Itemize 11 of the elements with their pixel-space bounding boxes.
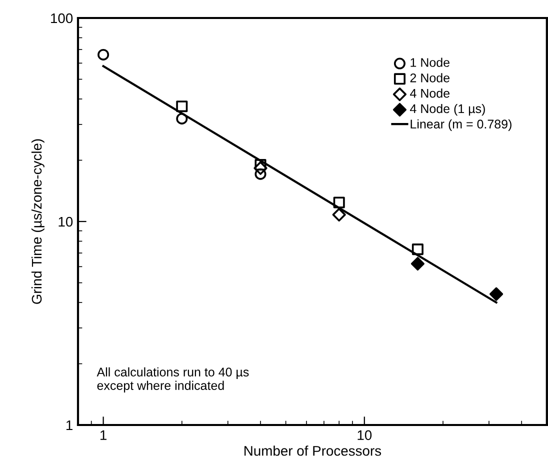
annotation: All calculations run to 40 µs except where indicated: [96, 367, 249, 392]
y-tick-label: 10: [58, 216, 73, 227]
legend-label: 2 Node: [410, 73, 450, 82]
y-axis-title: Grind Time (µs/zone-cycle): [31, 139, 44, 304]
legend-label: 1 Node: [410, 58, 450, 67]
legend-label: 4 Node (1 µs): [410, 104, 485, 116]
legend-label: Linear (m = 0.789): [410, 119, 512, 131]
x-axis-title: Number of Processors: [244, 446, 382, 456]
y-tick-label: 100: [51, 13, 73, 24]
y-tick-label: 1: [66, 420, 72, 430]
legend-label: 4 Node: [410, 88, 450, 98]
